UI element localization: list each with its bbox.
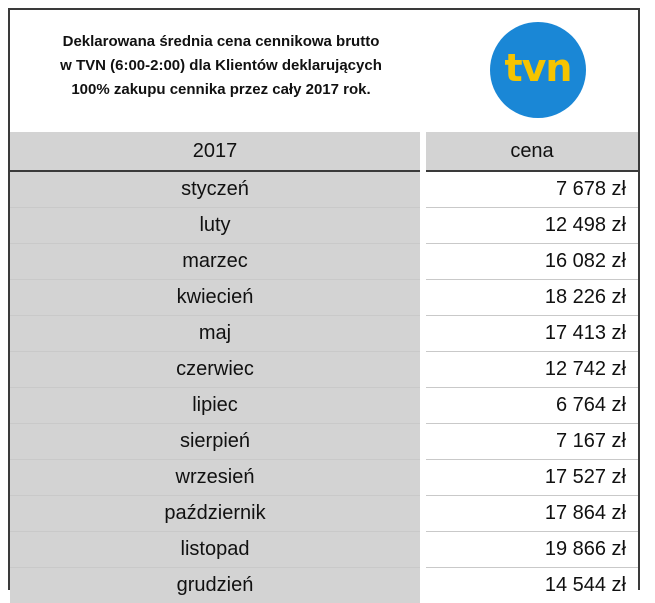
title-line: 100% zakupu cennika przez cały 2017 rok. xyxy=(16,78,426,102)
column-header-year: 2017 xyxy=(10,132,423,171)
table-row: luty 12 498 zł xyxy=(10,208,638,244)
price-cell: 14 544 zł xyxy=(423,568,638,603)
month-cell: grudzień xyxy=(10,568,423,603)
table-row: kwiecień 18 226 zł xyxy=(10,280,638,316)
logo-text: tvn xyxy=(505,46,572,90)
table-row: sierpień 7 167 zł xyxy=(10,424,638,460)
month-cell: styczeń xyxy=(10,171,423,208)
document-title: Deklarowana średnia cena cennikowa brutt… xyxy=(16,30,426,102)
tvn-logo: tvn xyxy=(490,22,586,118)
month-cell: czerwiec xyxy=(10,352,423,388)
price-cell: 7 678 zł xyxy=(423,171,638,208)
price-cell: 12 498 zł xyxy=(423,208,638,244)
month-cell: luty xyxy=(10,208,423,244)
title-line: w TVN (6:00-2:00) dla Klientów deklarują… xyxy=(16,54,426,78)
column-header-price: cena xyxy=(423,132,638,171)
month-cell: październik xyxy=(10,496,423,532)
table-row: listopad 19 866 zł xyxy=(10,532,638,568)
table-row: czerwiec 12 742 zł xyxy=(10,352,638,388)
month-cell: marzec xyxy=(10,244,423,280)
table-row: marzec 16 082 zł xyxy=(10,244,638,280)
table-row: grudzień 14 544 zł xyxy=(10,568,638,603)
table-header-row: 2017 cena xyxy=(10,132,638,171)
month-cell: maj xyxy=(10,316,423,352)
price-cell: 17 527 zł xyxy=(423,460,638,496)
price-cell: 18 226 zł xyxy=(423,280,638,316)
table-row: wrzesień 17 527 zł xyxy=(10,460,638,496)
price-cell: 12 742 zł xyxy=(423,352,638,388)
month-cell: listopad xyxy=(10,532,423,568)
table-row: styczeń 7 678 zł xyxy=(10,171,638,208)
table-row: maj 17 413 zł xyxy=(10,316,638,352)
month-cell: wrzesień xyxy=(10,460,423,496)
price-table: 2017 cena styczeń 7 678 zł luty 12 498 z… xyxy=(10,132,638,603)
price-cell: 7 167 zł xyxy=(423,424,638,460)
table-row: październik 17 864 zł xyxy=(10,496,638,532)
price-list-panel: Deklarowana średnia cena cennikowa brutt… xyxy=(8,8,640,590)
price-cell: 19 866 zł xyxy=(423,532,638,568)
table-row: lipiec 6 764 zł xyxy=(10,388,638,424)
month-cell: sierpień xyxy=(10,424,423,460)
month-cell: lipiec xyxy=(10,388,423,424)
price-cell: 6 764 zł xyxy=(423,388,638,424)
title-line: Deklarowana średnia cena cennikowa brutt… xyxy=(16,30,426,54)
price-cell: 17 413 zł xyxy=(423,316,638,352)
price-cell: 17 864 zł xyxy=(423,496,638,532)
month-cell: kwiecień xyxy=(10,280,423,316)
price-cell: 16 082 zł xyxy=(423,244,638,280)
header: Deklarowana średnia cena cennikowa brutt… xyxy=(10,10,638,134)
